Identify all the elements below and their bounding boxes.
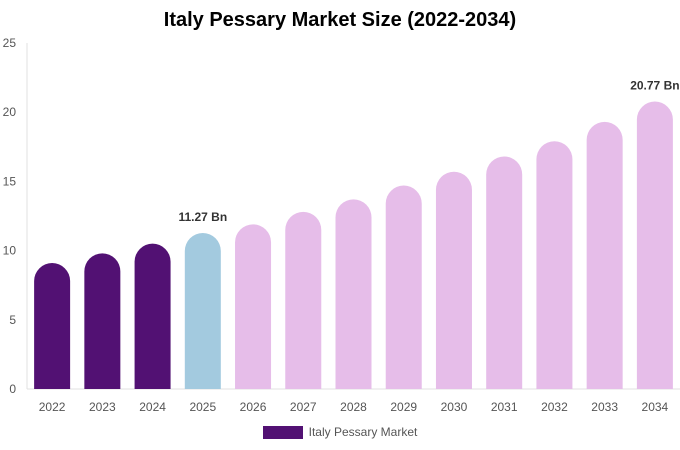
bar-2030	[435, 171, 472, 389]
x-tick-label: 2029	[390, 400, 417, 414]
x-axis: 2022 2023 2024 2025 2026 2027 2028 2029 2030 2031…	[39, 400, 669, 414]
bar-2025	[184, 233, 221, 389]
y-tick-label: 5	[9, 313, 16, 327]
x-tick-label: 2033	[591, 400, 618, 414]
value-annotation: 20.77 Bn	[630, 79, 679, 93]
y-tick-label: 15	[3, 174, 17, 188]
y-tick-label: 10	[3, 244, 17, 258]
bar-2032	[536, 141, 573, 389]
x-tick-label: 2025	[189, 400, 216, 414]
x-tick-label: 2027	[290, 400, 317, 414]
x-tick-label: 2028	[340, 400, 367, 414]
bar-2029	[385, 185, 422, 389]
y-tick-label: 25	[3, 36, 17, 50]
x-tick-label: 2024	[139, 400, 166, 414]
bar-2026	[235, 224, 272, 389]
y-tick-label: 0	[9, 382, 16, 396]
value-annotation: 11.27 Bn	[178, 210, 227, 224]
x-tick-label: 2031	[491, 400, 518, 414]
x-tick-label: 2032	[541, 400, 568, 414]
bar-2034	[636, 101, 673, 389]
x-tick-label: 2023	[89, 400, 116, 414]
legend-label: Italy Pessary Market	[308, 425, 418, 439]
y-tick-label: 20	[3, 105, 17, 119]
bar-2033	[586, 121, 623, 389]
x-tick-label: 2030	[441, 400, 468, 414]
bar-2022	[34, 263, 71, 389]
bar-2023	[84, 253, 121, 389]
bar-2024	[134, 243, 171, 389]
annotations-group: 11.27 Bn 20.77 Bn	[178, 79, 679, 224]
bar-2031	[486, 156, 523, 389]
legend-swatch	[262, 425, 303, 439]
legend: Italy Pessary Market	[0, 425, 680, 439]
bar-2028	[335, 199, 372, 389]
x-tick-label: 2034	[642, 400, 669, 414]
bar-2027	[285, 211, 322, 389]
x-tick-label: 2022	[39, 400, 66, 414]
x-tick-label: 2026	[240, 400, 267, 414]
bars-group	[34, 101, 673, 389]
chart-title: Italy Pessary Market Size (2022-2034)	[163, 9, 517, 31]
